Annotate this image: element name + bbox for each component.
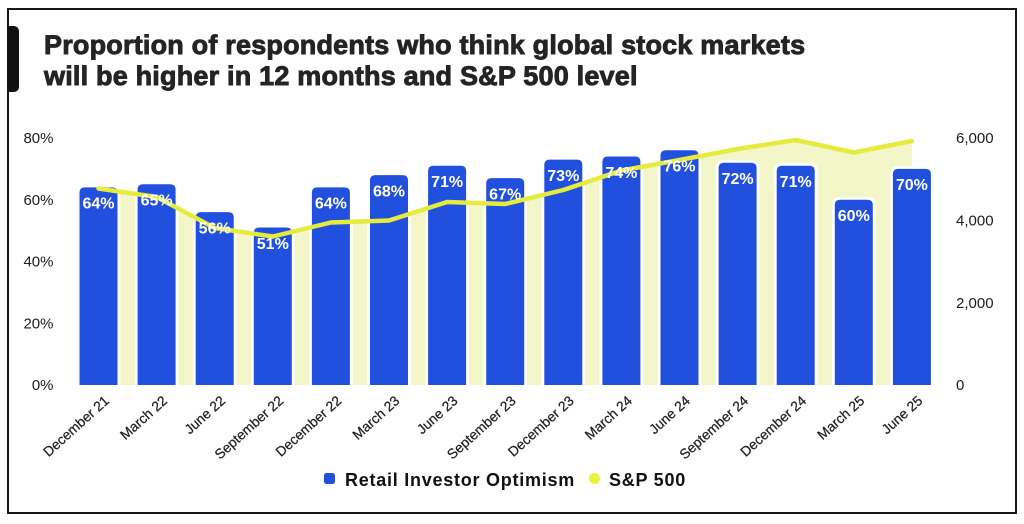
svg-text:71%: 71%: [780, 174, 812, 191]
svg-text:60%: 60%: [838, 208, 870, 225]
svg-text:March 25: March 25: [815, 393, 868, 443]
svg-text:76%: 76%: [663, 159, 695, 176]
svg-text:64%: 64%: [82, 196, 114, 213]
svg-text:4,000: 4,000: [956, 213, 994, 230]
svg-text:74%: 74%: [605, 165, 637, 182]
svg-text:67%: 67%: [489, 186, 521, 203]
svg-text:6,000: 6,000: [956, 130, 994, 147]
svg-text:June 25: June 25: [879, 393, 926, 437]
svg-text:68%: 68%: [373, 183, 405, 200]
svg-text:65%: 65%: [141, 193, 173, 210]
svg-text:73%: 73%: [547, 168, 579, 185]
svg-text:40%: 40%: [23, 254, 53, 271]
svg-text:June 22: June 22: [182, 393, 229, 437]
svg-text:March 23: March 23: [350, 393, 403, 443]
svg-text:June 24: June 24: [646, 393, 693, 437]
svg-text:December 21: December 21: [40, 393, 112, 460]
svg-text:March 24: March 24: [582, 393, 635, 443]
svg-text:June 23: June 23: [414, 393, 461, 437]
svg-text:72%: 72%: [722, 171, 754, 188]
svg-text:0: 0: [956, 377, 964, 394]
svg-text:80%: 80%: [23, 130, 53, 147]
svg-text:60%: 60%: [23, 192, 53, 209]
svg-text:70%: 70%: [896, 177, 928, 194]
svg-text:71%: 71%: [431, 174, 463, 191]
svg-text:64%: 64%: [315, 196, 347, 213]
svg-text:20%: 20%: [23, 315, 53, 332]
svg-text:2,000: 2,000: [956, 295, 994, 312]
svg-text:51%: 51%: [257, 236, 289, 253]
svg-text:0%: 0%: [32, 377, 54, 394]
svg-text:March 22: March 22: [117, 393, 170, 443]
svg-text:56%: 56%: [199, 220, 231, 237]
